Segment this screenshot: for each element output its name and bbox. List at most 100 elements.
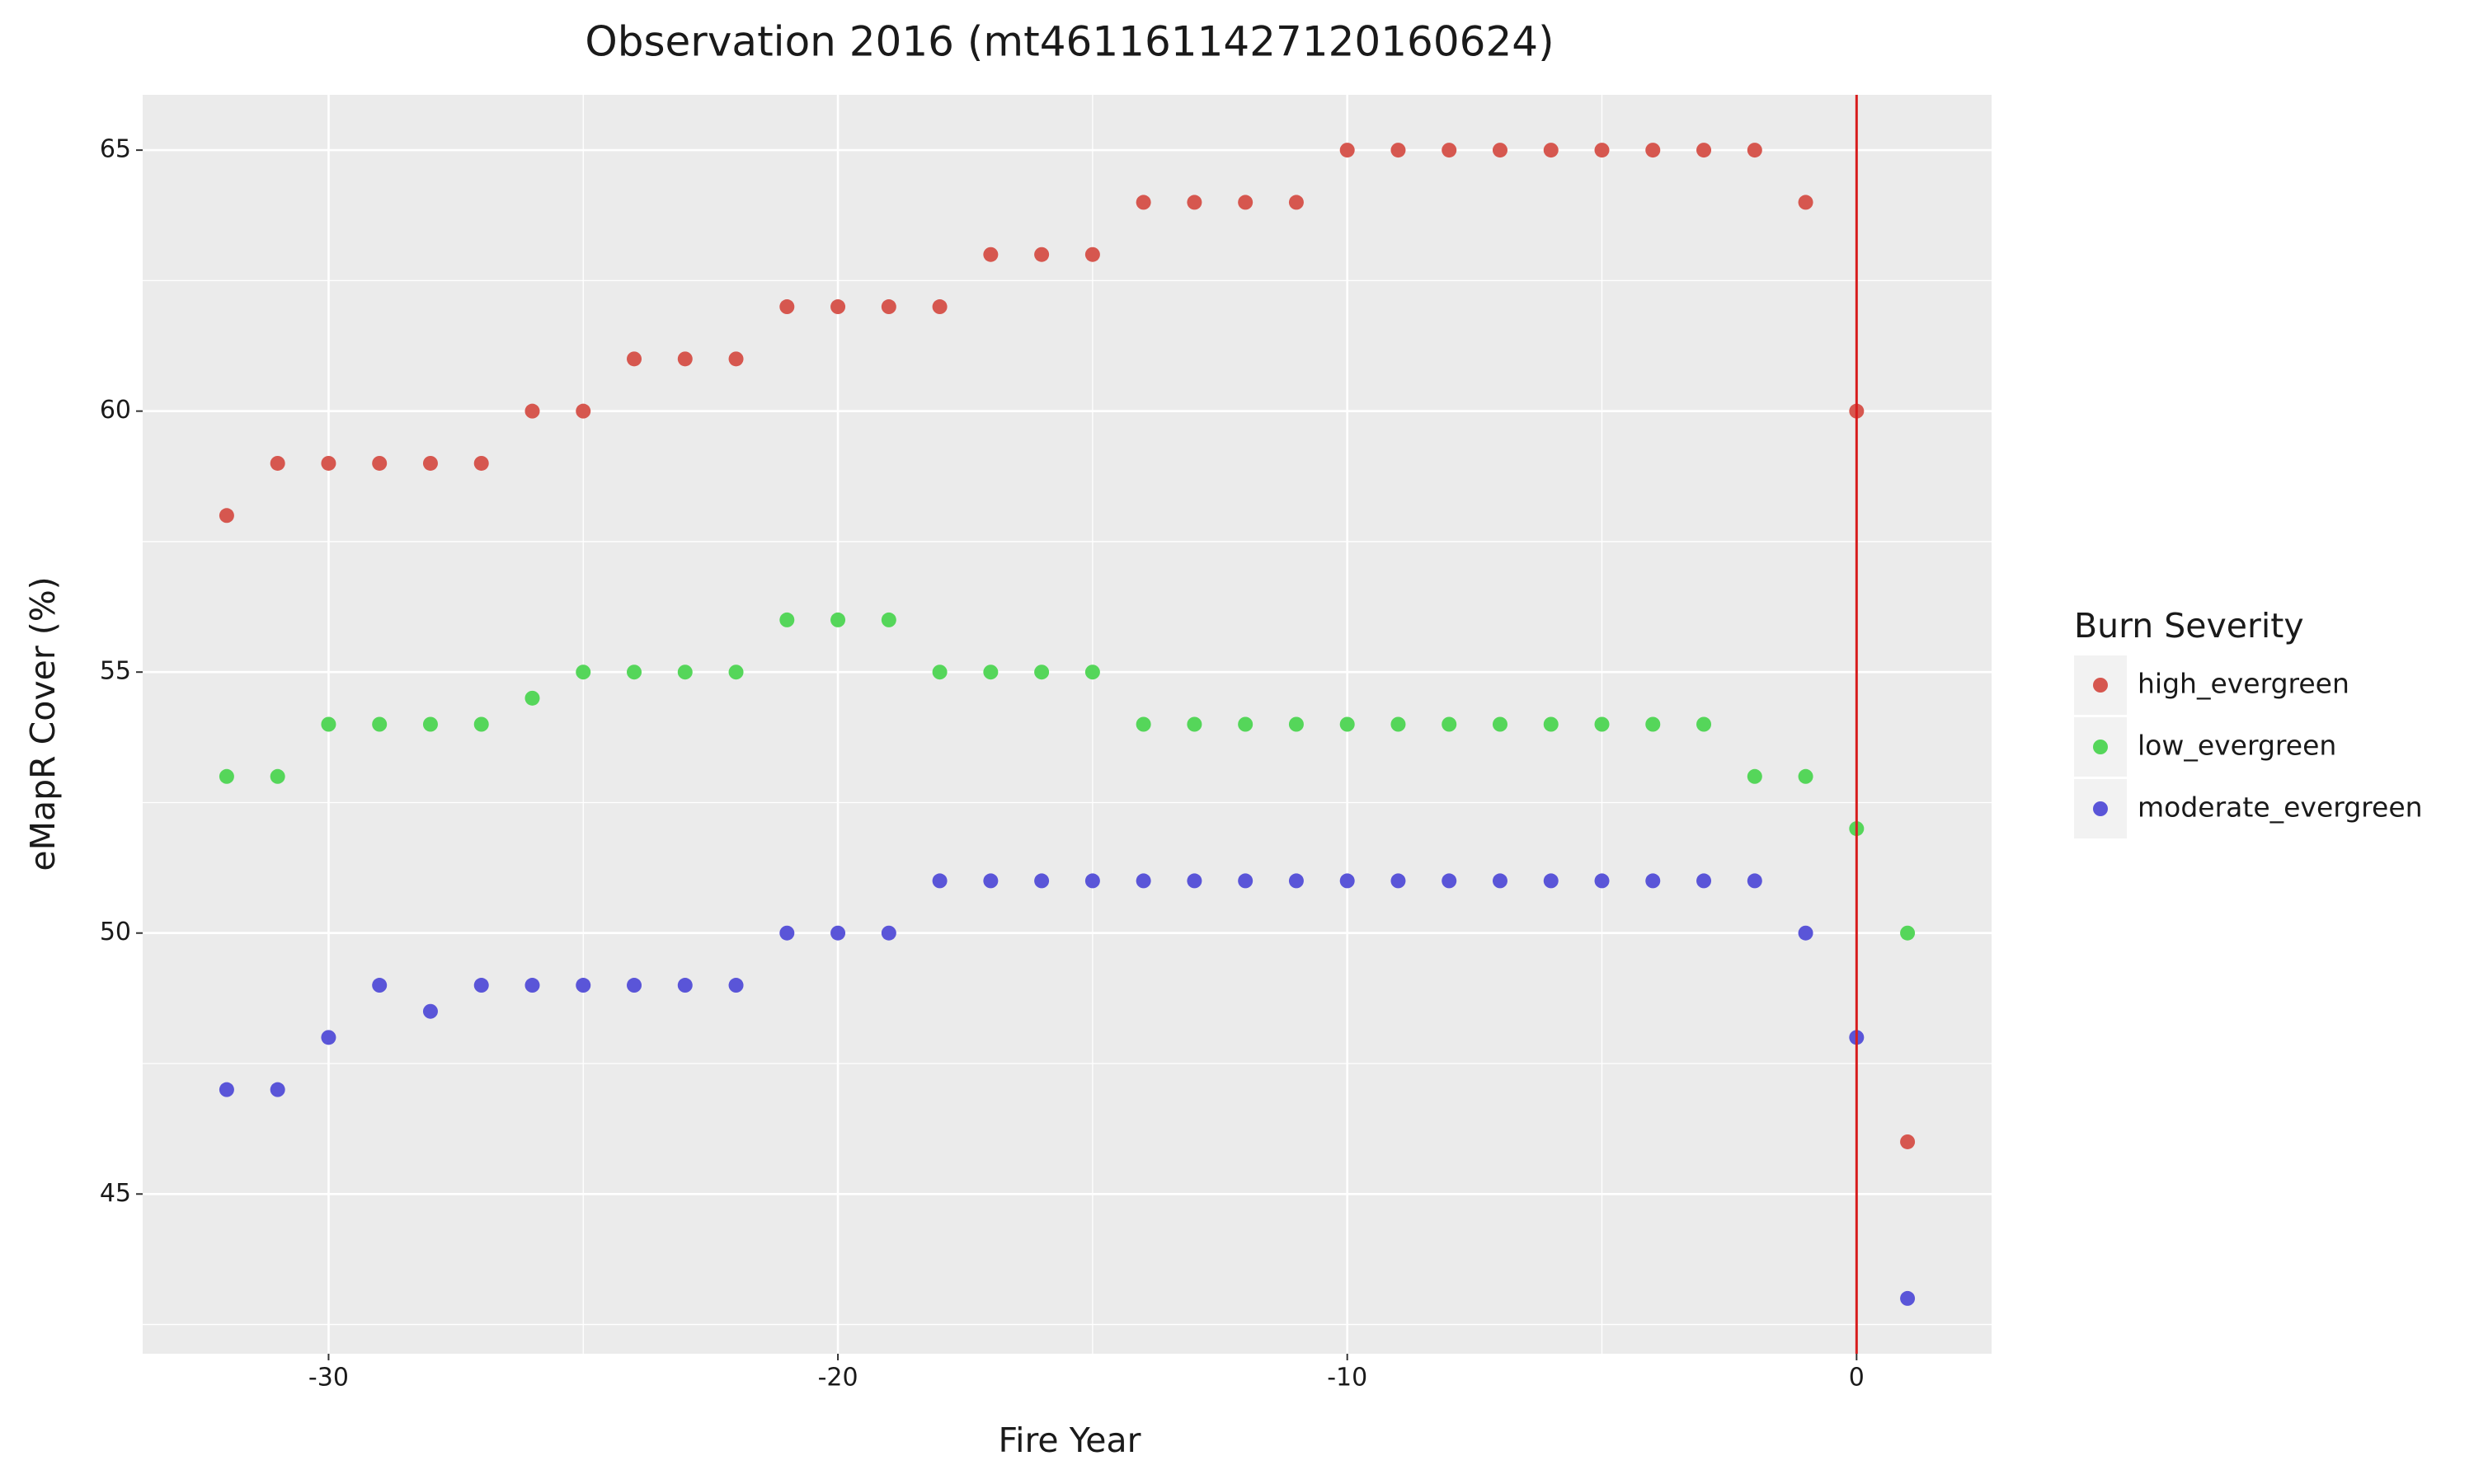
point: [473, 978, 489, 993]
point: [1288, 195, 1304, 210]
point: [881, 299, 896, 315]
point: [1492, 143, 1507, 158]
point: [219, 768, 234, 784]
point: [1084, 873, 1100, 889]
y-tick-label: 55: [100, 657, 131, 686]
point: [1084, 665, 1100, 680]
point: [1187, 873, 1202, 889]
point: [1034, 873, 1050, 889]
point: [1442, 873, 1457, 889]
point: [1645, 873, 1661, 889]
legend-title: Burn Severity: [2074, 606, 2304, 646]
point: [830, 925, 846, 941]
point: [321, 1030, 336, 1045]
point: [779, 299, 795, 315]
point: [270, 768, 285, 784]
point: [1238, 716, 1253, 732]
point: [1900, 1290, 1916, 1306]
point: [881, 925, 896, 941]
point: [1390, 873, 1406, 889]
point: [1034, 665, 1050, 680]
point: [1798, 768, 1813, 784]
point: [422, 1003, 438, 1019]
point: [627, 665, 642, 680]
point: [576, 665, 591, 680]
point: [1747, 143, 1762, 158]
point: [1492, 873, 1507, 889]
point: [1543, 143, 1559, 158]
point: [473, 716, 489, 732]
point: [1339, 143, 1355, 158]
x-axis-title: Fire Year: [998, 1421, 1141, 1460]
point: [627, 351, 642, 367]
point: [1288, 873, 1304, 889]
point: [372, 978, 388, 993]
point: [473, 455, 489, 471]
point: [1594, 716, 1610, 732]
point: [270, 455, 285, 471]
point: [1594, 873, 1610, 889]
point: [1442, 716, 1457, 732]
point: [1747, 768, 1762, 784]
y-tick-label: 60: [100, 396, 131, 425]
point: [779, 612, 795, 627]
point: [627, 978, 642, 993]
legend-label: moderate_evergreen: [2138, 791, 2423, 824]
y-tick-label: 65: [100, 135, 131, 164]
point: [321, 455, 336, 471]
point: [779, 925, 795, 941]
point: [1136, 873, 1151, 889]
point: [677, 351, 693, 367]
legend-label: high_evergreen: [2138, 668, 2349, 700]
x-tick-label: -10: [1327, 1364, 1367, 1392]
point: [1084, 247, 1100, 262]
x-tick-label: 0: [1849, 1364, 1865, 1392]
point: [219, 1082, 234, 1097]
point: [270, 1082, 285, 1097]
point: [422, 716, 438, 732]
point: [524, 403, 540, 419]
point: [1339, 873, 1355, 889]
point: [1238, 873, 1253, 889]
point: [576, 403, 591, 419]
point: [1339, 716, 1355, 732]
point: [372, 716, 388, 732]
legend-marker: [2093, 801, 2108, 816]
point: [728, 978, 744, 993]
legend-marker: [2093, 740, 2108, 754]
point: [1390, 716, 1406, 732]
point: [830, 612, 846, 627]
point: [1747, 873, 1762, 889]
point: [1696, 143, 1712, 158]
x-tick-label: -30: [308, 1364, 349, 1392]
point: [1442, 143, 1457, 158]
point: [524, 690, 540, 706]
point: [1390, 143, 1406, 158]
point: [1645, 143, 1661, 158]
point: [1900, 1134, 1916, 1149]
point: [1594, 143, 1610, 158]
point: [1288, 716, 1304, 732]
point: [728, 351, 744, 367]
legend-label: low_evergreen: [2138, 730, 2336, 762]
point: [677, 665, 693, 680]
point: [1696, 716, 1712, 732]
point: [1187, 195, 1202, 210]
y-tick-label: 45: [100, 1179, 131, 1208]
point: [932, 665, 948, 680]
point: [321, 716, 336, 732]
point: [1900, 925, 1916, 941]
point: [576, 978, 591, 993]
point: [219, 508, 234, 524]
point: [932, 299, 948, 315]
point: [983, 247, 999, 262]
legend-marker: [2093, 678, 2108, 693]
point: [677, 978, 693, 993]
point: [1798, 195, 1813, 210]
point: [1696, 873, 1712, 889]
point: [422, 455, 438, 471]
point: [983, 873, 999, 889]
point: [1645, 716, 1661, 732]
point: [1034, 247, 1050, 262]
